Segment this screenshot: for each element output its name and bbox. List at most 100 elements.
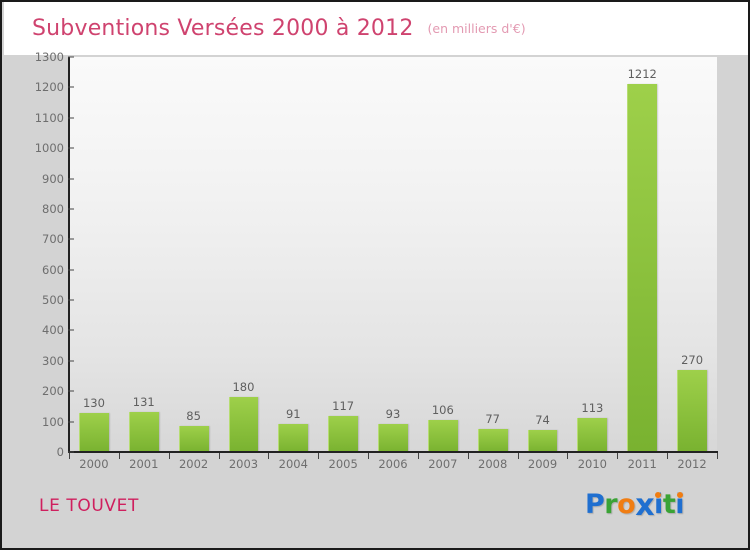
x-axis-tick-label: 2003 <box>228 457 259 471</box>
y-axis-tick-mark <box>68 329 74 331</box>
x-axis-tick-label: 2004 <box>278 457 308 471</box>
logo-dot-icon <box>655 492 662 498</box>
x-axis-tick-label: 2011 <box>627 457 657 471</box>
y-axis-labels: 0 100 200 300 400 500 600 700 800 900 1000 1100 1200… <box>2 50 64 459</box>
x-axis-tick-mark <box>717 453 718 459</box>
x-axis-tick-label: 2000 <box>79 457 109 471</box>
x-axis-tick-label: 2012 <box>677 457 707 471</box>
chart-footer: LE TOUVET <box>4 480 748 548</box>
y-axis-tick-mark <box>68 269 74 271</box>
y-axis-tick-mark <box>68 238 74 240</box>
chart-subtitle: (en milliers d'€) <box>427 20 526 36</box>
y-axis-line <box>68 57 70 453</box>
y-axis-tick-label: 200 <box>42 384 64 399</box>
x-axis-tick-label: 2010 <box>577 457 608 471</box>
bar-value-label: 117 <box>332 399 355 414</box>
y-axis-tick-label: 1100 <box>34 110 64 125</box>
y-axis-tick-mark <box>68 390 74 392</box>
logo-letter-i-6: i <box>675 489 684 520</box>
x-axis-tick-label: 2005 <box>328 457 358 471</box>
logo-letter-o-2: o <box>617 489 636 520</box>
x-axis-tick-label: 2006 <box>378 457 408 471</box>
y-axis-tick-label: 0 <box>56 445 64 459</box>
bar[interactable] <box>128 412 159 452</box>
bar[interactable] <box>527 429 558 452</box>
logo-letter-r-1: r <box>604 489 618 520</box>
logo-dot-icon <box>676 492 683 498</box>
y-axis-tick-mark <box>68 208 74 210</box>
y-axis-tick-label: 700 <box>42 232 64 247</box>
page-title: Subventions Versées 2000 à 2012 <box>32 16 414 41</box>
bar[interactable] <box>178 426 209 452</box>
x-axis-tick-mark <box>118 453 120 459</box>
y-axis-tick-mark <box>68 117 74 119</box>
bar[interactable] <box>278 424 309 452</box>
y-axis-tick-label: 300 <box>42 353 64 368</box>
x-axis-tick-mark <box>667 453 669 459</box>
bar[interactable] <box>477 428 508 452</box>
x-axis-tick-mark <box>168 453 170 459</box>
logo-letter-i-4: i <box>654 489 663 520</box>
bar-value-label: 131 <box>132 395 155 410</box>
logo-letter-P-0: P <box>585 489 605 520</box>
x-axis-tick-label: 2001 <box>129 457 159 471</box>
x-axis-tick-mark <box>467 453 469 459</box>
logo-letter-t-5: t <box>662 489 676 520</box>
x-axis-tick-label: 2009 <box>527 457 558 471</box>
logo-letter-x-3: x <box>635 488 655 523</box>
y-axis-tick-label: 1300 <box>34 50 64 64</box>
y-axis-tick-label: 900 <box>42 171 64 186</box>
x-axis-tick-mark <box>567 453 569 459</box>
y-axis-tick-label: 800 <box>42 201 64 216</box>
x-axis-tick-mark <box>218 453 220 459</box>
plot-area: 130 131 85 180 91 117 93 106 77 74 113 1212 270 <box>69 57 717 452</box>
y-axis-tick-label: 400 <box>42 323 64 338</box>
y-axis-tick-mark <box>68 178 74 180</box>
y-axis-tick-label: 100 <box>42 414 64 429</box>
x-axis-tick-label: 2007 <box>428 457 458 471</box>
bar-value-label: 113 <box>581 400 604 415</box>
x-axis-tick-mark <box>417 453 419 459</box>
bar[interactable] <box>78 412 109 452</box>
y-axis-tick-mark <box>68 86 74 88</box>
x-axis-tick-mark <box>69 453 70 459</box>
bar[interactable] <box>677 369 708 452</box>
y-axis-tick-label: 1000 <box>34 141 64 156</box>
bar-value-label: 93 <box>385 406 401 421</box>
y-axis-tick-label: 500 <box>42 293 64 308</box>
y-axis-tick-mark <box>68 360 74 362</box>
x-axis-tick-mark <box>368 453 370 459</box>
y-axis-tick-mark <box>68 56 74 58</box>
y-axis-tick-label: 600 <box>42 262 64 277</box>
y-axis-tick-mark <box>68 451 74 453</box>
y-axis-tick-mark <box>68 299 74 301</box>
x-axis-tick-label: 2002 <box>178 457 209 471</box>
bar-value-label: 74 <box>535 412 550 427</box>
bar[interactable] <box>328 416 359 452</box>
city-name: LE TOUVET <box>39 496 139 516</box>
bar[interactable] <box>427 419 458 452</box>
bar[interactable] <box>577 417 608 452</box>
bar-value-label: 1212 <box>627 66 657 81</box>
x-axis-line <box>68 451 718 453</box>
bar[interactable] <box>228 397 259 452</box>
y-axis-tick-mark <box>68 147 74 149</box>
bar-value-label: 91 <box>285 407 301 422</box>
bar-value-label: 130 <box>82 395 105 410</box>
proxiti-logo[interactable]: Proxi ti <box>585 488 684 523</box>
x-axis-tick-mark <box>517 453 519 459</box>
x-axis-tick-mark <box>318 453 320 459</box>
y-axis-tick-label: 1200 <box>34 80 64 95</box>
bar-value-label: 106 <box>431 402 454 417</box>
bar-value-label: 77 <box>485 411 501 426</box>
x-axis-tick-label: 2008 <box>478 457 508 471</box>
chart-header: Subventions Versées 2000 à 2012 (en mill… <box>4 2 748 55</box>
x-axis-tick-mark <box>268 453 270 459</box>
y-axis-tick-mark <box>68 421 74 423</box>
bar[interactable] <box>627 83 658 452</box>
bar-value-label: 85 <box>186 409 201 424</box>
bar-value-label: 180 <box>232 380 255 395</box>
x-axis-tick-mark <box>617 453 619 459</box>
bar[interactable] <box>378 423 408 452</box>
